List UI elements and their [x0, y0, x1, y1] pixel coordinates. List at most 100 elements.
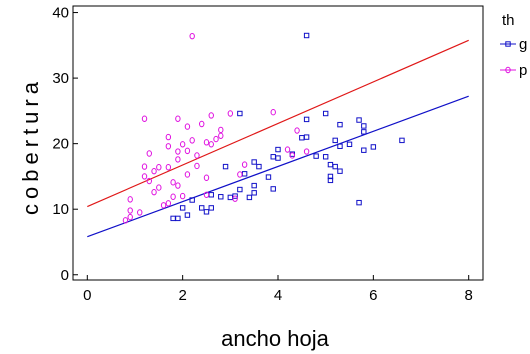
point-p [170, 179, 176, 186]
point-p [146, 177, 152, 185]
point-g [251, 159, 257, 165]
data-points [122, 32, 405, 224]
point-g [370, 144, 377, 150]
plot-frame [72, 5, 484, 281]
point-p [175, 182, 181, 189]
point-g [265, 174, 272, 180]
point-g [361, 129, 367, 135]
point-p [194, 162, 200, 170]
point-p [141, 163, 148, 170]
point-g [303, 134, 310, 140]
point-p [160, 202, 167, 209]
x-tick-label: 4 [274, 287, 282, 304]
point-g [303, 116, 310, 123]
plot-border [72, 5, 484, 281]
point-p [184, 171, 191, 178]
point-p [199, 120, 205, 128]
point-p [237, 171, 243, 178]
point-p [175, 115, 181, 122]
point-p [175, 148, 181, 155]
point-g [327, 177, 334, 184]
fit-line-p [87, 39, 469, 208]
point-g [399, 137, 405, 144]
fit-line-g [87, 95, 469, 238]
point-p [151, 188, 157, 196]
x-tick-label: 2 [178, 287, 186, 304]
point-g [179, 205, 186, 211]
point-g [346, 141, 353, 148]
point-p [208, 141, 214, 148]
legend-marker-p [505, 66, 511, 74]
legend-title: th [502, 12, 515, 29]
point-p [165, 143, 172, 150]
point-p [270, 108, 276, 116]
point-g [275, 146, 281, 153]
point-p [165, 200, 172, 207]
point-g [337, 143, 343, 149]
point-p [175, 156, 181, 163]
point-p [179, 141, 186, 148]
point-g [237, 110, 243, 117]
point-p [165, 164, 172, 171]
point-g [337, 168, 343, 174]
point-g [251, 182, 257, 189]
point-p [189, 32, 195, 40]
point-p [203, 174, 210, 181]
point-p [284, 146, 291, 153]
point-p [218, 132, 224, 139]
point-p [289, 152, 296, 159]
legend-label-p: p [519, 62, 527, 79]
point-p [165, 133, 172, 141]
y-tick-label: 30 [52, 70, 69, 87]
legend: th gp [500, 12, 527, 79]
point-g [332, 137, 338, 144]
legend-label-g: g [519, 36, 527, 53]
point-g [208, 192, 214, 198]
point-g [208, 205, 214, 211]
point-g [232, 193, 238, 199]
point-p [213, 135, 219, 143]
point-g [303, 32, 310, 39]
point-g [361, 123, 367, 129]
point-g [356, 117, 362, 123]
fit-lines [87, 39, 469, 238]
y-tick-label: 20 [52, 136, 69, 153]
point-g [322, 110, 329, 117]
x-tick-label: 6 [369, 287, 377, 304]
point-p [303, 148, 310, 155]
y-tick-label: 40 [52, 5, 69, 22]
point-p [184, 123, 191, 130]
point-p [203, 191, 210, 198]
point-g [332, 163, 338, 170]
point-p [218, 126, 224, 134]
point-p [141, 173, 148, 180]
point-p [194, 152, 200, 159]
point-p [141, 115, 148, 122]
point-g [218, 194, 224, 200]
y-axis-ticks: 0 10 20 30 40 [52, 5, 78, 284]
y-tick-label: 0 [61, 267, 69, 284]
x-axis-label: ancho hoja [221, 326, 329, 351]
point-g [237, 186, 243, 193]
point-g [241, 171, 248, 177]
point-p [203, 139, 210, 146]
legend-marker-g [505, 41, 511, 47]
point-p [127, 207, 133, 214]
point-g [322, 154, 329, 160]
point-g [327, 161, 334, 168]
point-p [156, 164, 162, 171]
x-tick-label: 8 [465, 287, 473, 304]
y-axis-label: cobertura [18, 77, 43, 215]
point-g [184, 212, 191, 218]
y-tick-label: 10 [52, 201, 69, 218]
point-p [227, 110, 234, 117]
point-p [294, 127, 300, 134]
point-g [256, 163, 262, 170]
point-g [270, 154, 276, 160]
point-g [275, 155, 281, 161]
point-g [356, 199, 362, 206]
point-g [222, 163, 229, 170]
point-p [241, 161, 248, 168]
point-p [127, 196, 133, 203]
